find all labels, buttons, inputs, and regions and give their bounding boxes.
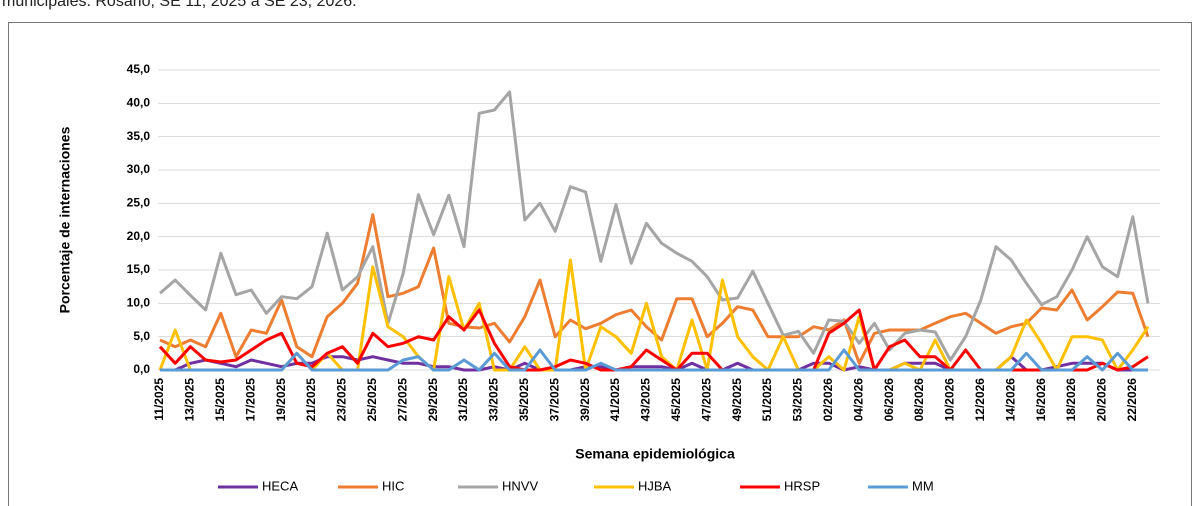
legend-label: HIC [382, 478, 404, 493]
y-tick-label: 15,0 [127, 262, 151, 276]
x-tick-label: 47/2025 [699, 378, 713, 422]
x-tick-label: 08/2026 [912, 378, 926, 422]
x-tick-label: 35/2025 [517, 378, 531, 422]
x-tick-label: 49/2025 [730, 378, 744, 422]
x-tick-label: 21/2025 [304, 378, 318, 422]
x-tick-label: 22/2026 [1125, 378, 1139, 422]
x-tick-label: 31/2025 [456, 378, 470, 422]
x-tick-label: 04/2026 [851, 378, 865, 422]
x-tick-label: 20/2026 [1095, 378, 1109, 422]
series-line [159, 90, 1150, 362]
legend-label: HRSP [784, 478, 820, 493]
x-tick-label: 33/2025 [487, 378, 501, 422]
y-axis-title: Porcentaje de internaciones [57, 126, 73, 313]
y-tick-label: 40,0 [127, 96, 151, 110]
x-tick-label: 02/2026 [821, 378, 835, 422]
x-tick-label: 12/2026 [973, 378, 987, 422]
series-line [160, 348, 1148, 372]
x-tick-label: 06/2026 [882, 378, 896, 422]
y-tick-label: 30,0 [127, 162, 151, 176]
x-tick-label: 37/2025 [547, 378, 561, 422]
y-tick-label: 45,0 [127, 62, 151, 76]
x-tick-label: 23/2025 [335, 378, 349, 422]
x-tick-label: 41/2025 [608, 378, 622, 422]
x-tick-label: 51/2025 [760, 378, 774, 422]
chart-frame [8, 22, 1192, 506]
series-line [158, 308, 1149, 372]
x-tick-label: 16/2026 [1034, 378, 1048, 422]
x-axis-title: Semana epidemiológica [575, 446, 735, 462]
y-tick-label: 20,0 [127, 229, 151, 243]
legend-label: MM [912, 478, 934, 493]
y-tick-label: 25,0 [127, 196, 151, 210]
legend-label: HNVV [502, 478, 538, 493]
x-tick-label: 11/2025 [152, 378, 166, 421]
x-tick-label: 43/2025 [639, 378, 653, 422]
x-tick-label: 10/2026 [943, 378, 957, 422]
x-tick-label: 14/2026 [1003, 378, 1017, 422]
x-tick-label: 53/2025 [791, 378, 805, 422]
x-tick-label: 39/2025 [578, 378, 592, 422]
x-tick-label: 15/2025 [213, 378, 227, 422]
x-tick-label: 19/2025 [274, 378, 288, 422]
chart-title: municipales. Rosario, SE 11, 2025 a SE 2… [2, 0, 357, 10]
x-tick-label: 45/2025 [669, 378, 683, 422]
legend-label: HJBA [638, 478, 672, 493]
x-tick-label: 29/2025 [426, 378, 440, 422]
x-tick-label: 25/2025 [365, 378, 379, 422]
y-tick-label: 0,0 [133, 362, 150, 376]
legend-label: HECA [262, 478, 298, 493]
x-tick-label: 18/2026 [1064, 378, 1078, 422]
x-tick-label: 13/2025 [183, 378, 197, 422]
y-tick-label: 5,0 [133, 329, 150, 343]
y-tick-label: 35,0 [127, 129, 151, 143]
x-tick-label: 27/2025 [395, 378, 409, 422]
y-tick-label: 10,0 [127, 296, 151, 310]
x-tick-label: 17/2025 [243, 378, 257, 422]
